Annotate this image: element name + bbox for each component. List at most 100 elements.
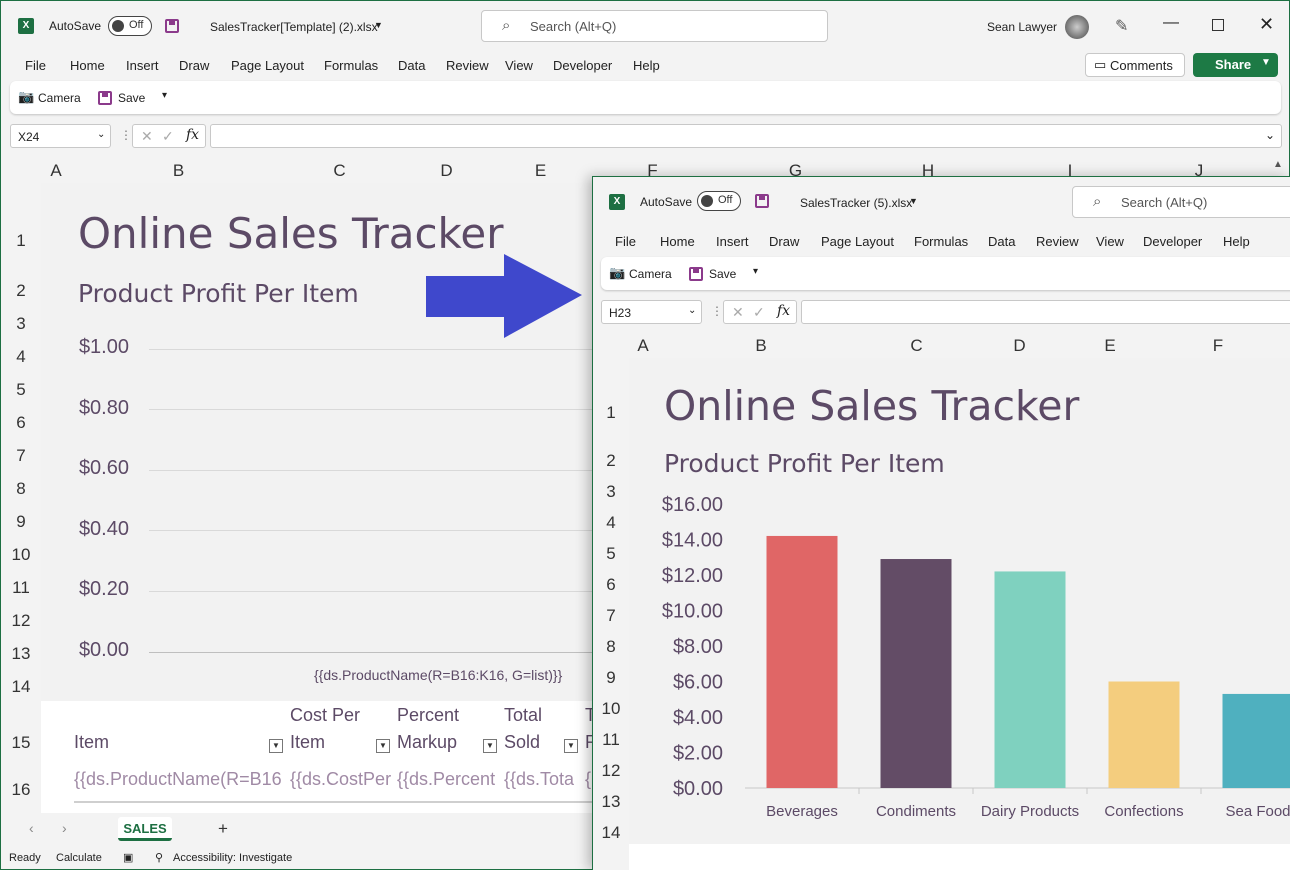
row-header[interactable]: 2	[606, 451, 616, 470]
row-header[interactable]: 12	[11, 611, 31, 630]
tab-data[interactable]: Data	[988, 234, 1016, 249]
cell-percent[interactable]: {{ds.Percent	[397, 769, 496, 789]
tab-file[interactable]: File	[615, 234, 636, 249]
save-icon[interactable]	[755, 194, 769, 208]
row-header[interactable]: 15	[11, 733, 31, 752]
close-icon[interactable]: ✕	[1259, 14, 1275, 34]
tab-data[interactable]: Data	[398, 58, 426, 73]
sheet-tab-sales[interactable]: SALES	[118, 817, 172, 841]
macro-icon[interactable]: ▣	[123, 852, 134, 864]
tab-file[interactable]: File	[25, 58, 46, 73]
search-box[interactable]: ⌕ Search (Alt+Q)	[1072, 186, 1290, 218]
minimize-icon[interactable]: —	[1163, 14, 1179, 31]
tab-page-layout[interactable]: Page Layout	[821, 234, 895, 249]
row-header[interactable]: 10	[11, 545, 31, 564]
row-header[interactable]: 3	[16, 314, 26, 333]
row-header[interactable]: 4	[606, 513, 616, 532]
save-icon[interactable]	[98, 91, 112, 105]
tab-developer[interactable]: Developer	[1143, 234, 1203, 249]
accessibility-icon[interactable]: ⚲	[155, 852, 164, 864]
row-header[interactable]: 14	[601, 823, 621, 842]
chevron-down-icon[interactable]: ⌄	[688, 305, 697, 316]
comments-button[interactable]: ▭ Comments	[1085, 53, 1185, 77]
col-header-e[interactable]: E	[1104, 336, 1116, 355]
tab-developer[interactable]: Developer	[553, 58, 613, 73]
tab-insert[interactable]: Insert	[716, 234, 749, 249]
chart-area[interactable]: Online Sales Tracker Product Profit Per …	[629, 358, 1290, 844]
col-header-a[interactable]: A	[637, 336, 649, 355]
profit-bar-chart[interactable]: $16.00 $14.00 $12.00 $10.00 $8.00 $6.00 $4.00 $…	[629, 488, 1290, 844]
cancel-icon[interactable]: ✕	[141, 128, 153, 144]
file-name[interactable]: SalesTracker[Template] (2).xlsx	[210, 20, 378, 34]
chevron-down-icon[interactable]: ▼	[1261, 57, 1271, 68]
bar-dairy-products[interactable]	[994, 571, 1066, 788]
col-header-g[interactable]: G	[788, 161, 803, 180]
row-header[interactable]: 11	[12, 578, 30, 597]
camera-button[interactable]: Camera	[38, 91, 81, 105]
row-header[interactable]: 8	[606, 637, 616, 656]
row-header[interactable]: 9	[16, 512, 26, 531]
tab-view[interactable]: View	[1096, 234, 1124, 249]
filter-dropdown-icon[interactable]: ▼	[269, 739, 283, 753]
tab-help[interactable]: Help	[633, 58, 660, 73]
filter-dropdown-icon[interactable]: ▼	[564, 739, 578, 753]
bar-beverages[interactable]	[766, 535, 838, 788]
bar-sea-food[interactable]	[1222, 693, 1290, 788]
row-header[interactable]: 4	[16, 347, 26, 366]
function-icon[interactable]: fx	[186, 127, 200, 143]
avatar[interactable]	[1065, 15, 1089, 39]
chevron-down-icon[interactable]: ▼	[909, 196, 918, 206]
row-header[interactable]: 1	[606, 403, 616, 422]
col-header-b[interactable]: B	[172, 161, 185, 180]
user-name[interactable]: Sean Lawyer	[987, 20, 1058, 34]
row-header[interactable]: 14	[11, 677, 31, 696]
customize-qat-icon[interactable]: ▾	[753, 266, 759, 277]
formula-input[interactable]: ⌄	[210, 124, 1282, 148]
bar-confections[interactable]	[1108, 681, 1180, 789]
save-icon[interactable]	[689, 267, 703, 281]
row-header[interactable]: 7	[16, 446, 26, 465]
file-name[interactable]: SalesTracker (5).xlsx	[800, 196, 913, 210]
row-header[interactable]: 16	[11, 780, 31, 799]
tab-home[interactable]: Home	[660, 234, 695, 249]
save-button[interactable]: Save	[709, 267, 737, 281]
select-all-corner[interactable]	[1, 159, 41, 183]
autosave-toggle[interactable]: Off	[697, 191, 741, 211]
tab-home[interactable]: Home	[70, 58, 105, 73]
expand-formula-icon[interactable]: ⌄	[1264, 128, 1275, 142]
chevron-down-icon[interactable]: ▼	[374, 20, 383, 30]
save-icon[interactable]	[165, 19, 179, 33]
status-calculate[interactable]: Calculate	[56, 852, 102, 864]
maximize-icon[interactable]	[1212, 19, 1224, 31]
camera-icon[interactable]: 📷	[18, 89, 35, 104]
col-header-c[interactable]: C	[333, 161, 346, 180]
col-header-h[interactable]: H	[921, 161, 935, 180]
cell-total[interactable]: {{ds.Tota	[504, 769, 575, 789]
search-box[interactable]: ⌕ Search (Alt+Q)	[481, 10, 828, 42]
camera-icon[interactable]: 📷	[609, 265, 626, 280]
cell-col5[interactable]: {	[585, 769, 592, 789]
formula-input[interactable]	[801, 300, 1290, 324]
row-header[interactable]: 6	[16, 413, 26, 432]
tab-page-layout[interactable]: Page Layout	[231, 58, 305, 73]
row-header[interactable]: 3	[606, 482, 616, 501]
tab-review[interactable]: Review	[1036, 234, 1079, 249]
tab-review[interactable]: Review	[446, 58, 489, 73]
col-header-a[interactable]: A	[50, 161, 62, 180]
row-header[interactable]: 12	[601, 761, 621, 780]
name-box[interactable]: H23 ⌄	[601, 300, 702, 324]
row-header[interactable]: 6	[606, 575, 616, 594]
tab-help[interactable]: Help	[1223, 234, 1250, 249]
row-header[interactable]: 1	[16, 231, 26, 250]
row-header[interactable]: 5	[606, 544, 616, 563]
save-button[interactable]: Save	[118, 91, 146, 105]
row-header[interactable]: 7	[606, 606, 616, 625]
row-header[interactable]: 10	[601, 699, 621, 718]
cancel-icon[interactable]: ✕	[732, 304, 744, 320]
row-header[interactable]: 5	[16, 380, 26, 399]
tab-draw[interactable]: Draw	[769, 234, 800, 249]
col-header-c[interactable]: C	[910, 336, 923, 355]
row-header[interactable]: 13	[601, 792, 621, 811]
prev-sheet-icon[interactable]: ‹	[29, 820, 34, 836]
filter-dropdown-icon[interactable]: ▼	[376, 739, 390, 753]
